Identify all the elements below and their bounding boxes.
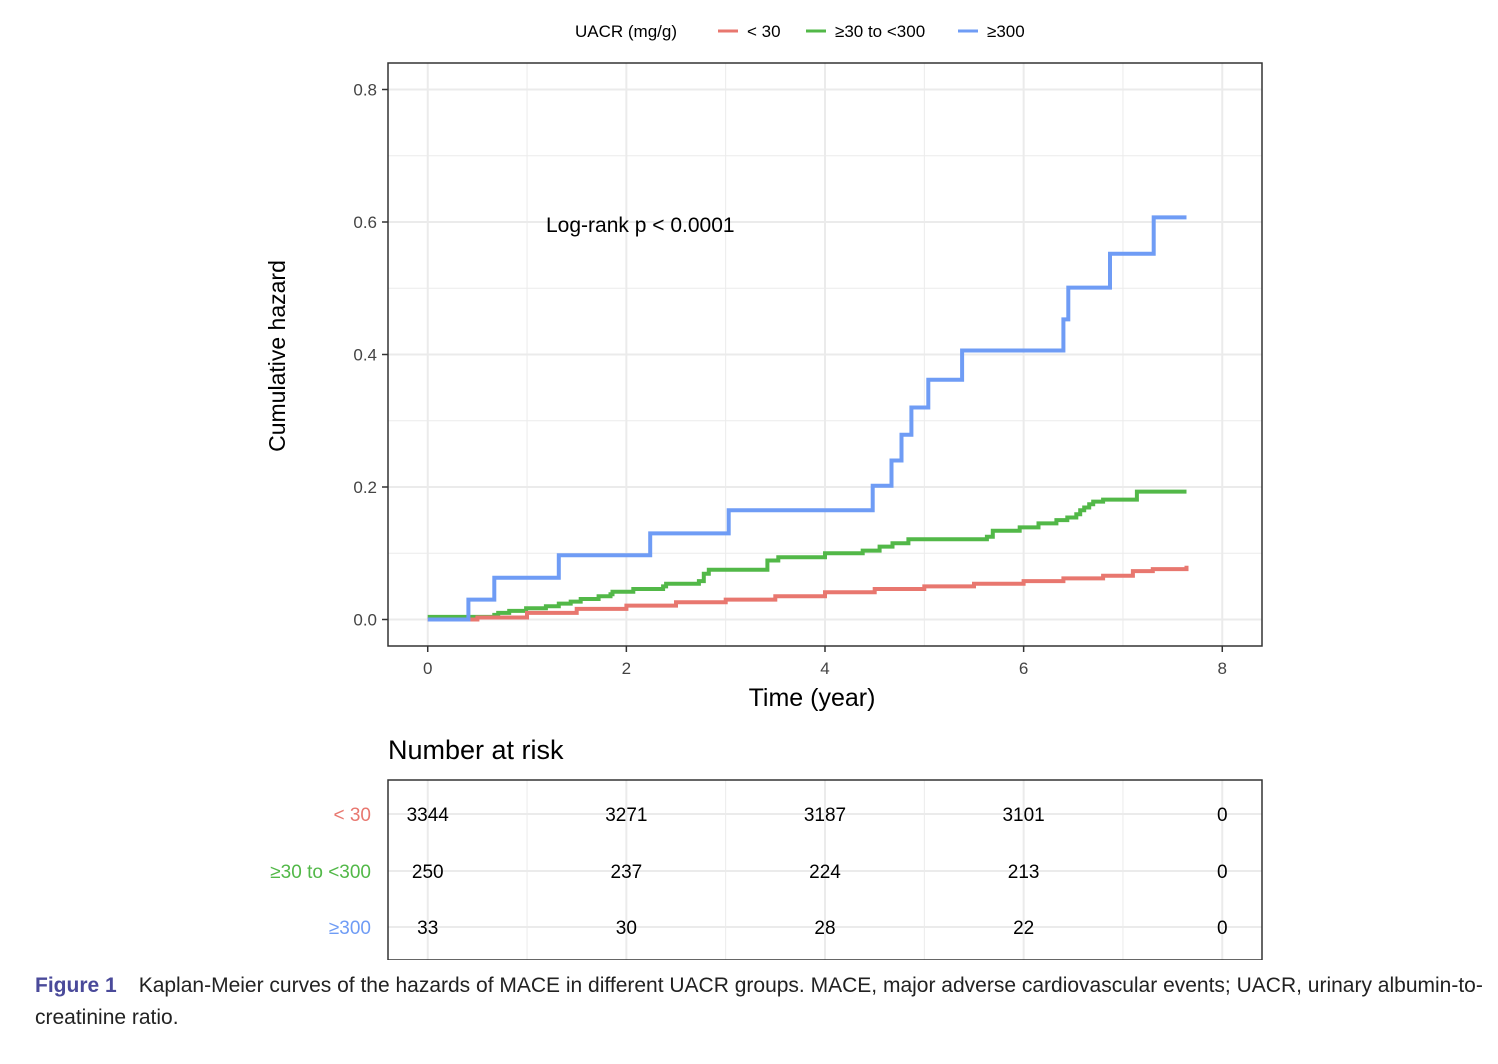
y-tick-label: 0.8 [353, 81, 377, 100]
risk-cell: 224 [809, 862, 841, 883]
x-tick-label: 0 [423, 659, 432, 678]
legend-label: ≥30 to <300 [835, 22, 925, 41]
figure-label: Figure 1 [35, 974, 117, 997]
risk-cell: 3187 [804, 805, 846, 826]
risk-row-label: < 30 [333, 805, 371, 826]
risk-table-border [387, 779, 1263, 960]
risk-cell: 3101 [1002, 805, 1044, 826]
y-tick-label: 0.2 [353, 478, 377, 497]
x-tick-label: 4 [820, 659, 829, 678]
y-tick-label: 0.4 [353, 346, 377, 365]
plot-panel: 0 2 4 6 8 0.0 0.2 0.4 0.6 0.8 Log-rank p < 0.0001… [264, 62, 1263, 712]
legend-label: ≥300 [987, 22, 1025, 41]
risk-cell: 0 [1217, 805, 1228, 826]
y-axis-label: Cumulative hazard [264, 260, 290, 452]
risk-cell: 0 [1217, 918, 1228, 939]
risk-cell: 213 [1008, 862, 1040, 883]
x-axis-label: Time (year) [749, 684, 876, 712]
risk-cell: 3271 [605, 805, 647, 826]
risk-row-label: ≥30 to <300 [270, 862, 371, 883]
legend-title: UACR (mg/g) [575, 22, 677, 41]
annotation-logrank: Log-rank p < 0.0001 [546, 214, 735, 237]
legend: UACR (mg/g) < 30 ≥30 to <300 ≥300 [575, 22, 1025, 41]
series-line-lt30 [427, 565, 1189, 622]
figure-caption: Figure 1 Kaplan-Meier curves of the hazar… [35, 970, 1485, 1034]
series-line-ge300 [427, 215, 1187, 622]
kaplan-meier-figure: UACR (mg/g) < 30 ≥30 to <300 ≥300 0 2 4 6 8 0.0… [264, 22, 1263, 960]
legend-label: < 30 [747, 22, 781, 41]
risk-cell: 33 [417, 918, 438, 939]
risk-cell: 22 [1013, 918, 1034, 939]
x-tick-label: 2 [622, 659, 631, 678]
risk-cell: 30 [616, 918, 637, 939]
risk-cell: 28 [814, 918, 835, 939]
risk-cell: 3344 [407, 805, 450, 826]
y-tick-label: 0.0 [353, 611, 377, 630]
x-tick-label: 8 [1218, 659, 1227, 678]
x-tick-label: 6 [1019, 659, 1028, 678]
y-tick-label: 0.6 [353, 213, 377, 232]
risk-cell: 237 [611, 862, 643, 883]
risk-row-label: ≥300 [329, 918, 371, 939]
risk-cell: 0 [1217, 862, 1228, 883]
figure-caption-text: Kaplan-Meier curves of the hazards of MA… [35, 974, 1483, 1029]
series-line-30to300 [427, 489, 1187, 619]
risk-table-title: Number at risk [388, 735, 564, 765]
risk-table: Number at risk < 30 3344 3271 3187 3101 0 ≥30 … [270, 735, 1263, 960]
risk-cell: 250 [412, 862, 444, 883]
